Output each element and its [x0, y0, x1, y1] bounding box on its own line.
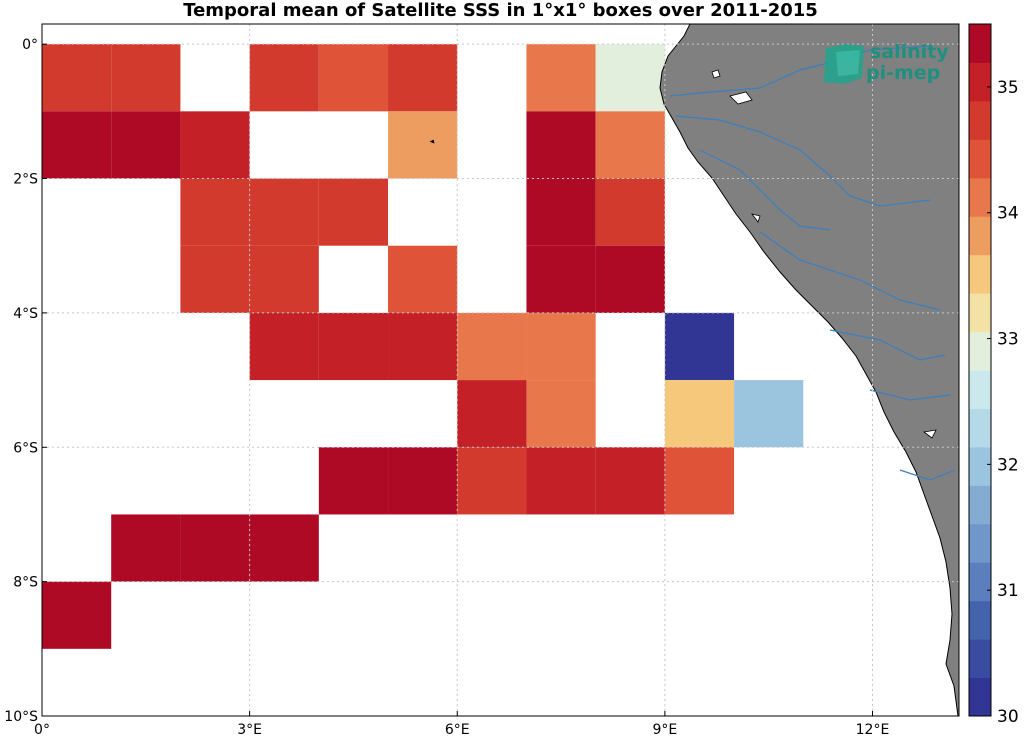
axis-ticks: 0° 3°E 6°E 9°E 12°E 0° 2°S 4°S 6°S 8°S 10°S	[4, 37, 889, 738]
sss-cell	[595, 178, 665, 246]
colorbar-frame	[968, 23, 992, 717]
sss-cell	[664, 380, 735, 448]
colorbar-swatch	[969, 177, 991, 217]
sss-cell	[42, 581, 112, 649]
colorbar-swatch	[969, 408, 991, 448]
sss-cell	[595, 44, 665, 112]
sss-cell	[595, 245, 665, 313]
sss-cell	[318, 447, 389, 515]
sss-cell	[388, 44, 458, 112]
colorbar-swatch	[969, 639, 991, 679]
colorbar-swatch	[969, 254, 991, 294]
sss-cell	[180, 111, 250, 179]
sss-cell	[388, 111, 458, 179]
colorbar-swatch	[969, 523, 991, 563]
rivers	[669, 45, 956, 481]
sss-cell	[111, 44, 181, 112]
sss-cell	[595, 111, 665, 179]
sss-cell	[180, 514, 250, 582]
sss-cell	[526, 44, 596, 112]
sss-cell	[457, 312, 527, 381]
y-tick-label: 10°S	[4, 709, 38, 725]
sss-cell	[318, 178, 389, 246]
salinity-logo-icon	[824, 44, 864, 84]
colorbar-swatch	[969, 370, 991, 409]
x-tick-label: 6°E	[445, 722, 470, 738]
colorbar-swatch	[969, 24, 991, 63]
y-tick-label: 6°S	[13, 440, 38, 456]
y-tick-label: 0°	[22, 37, 38, 53]
colorbar-swatch	[969, 331, 991, 371]
sss-cell	[111, 111, 181, 179]
colorbar-tick-label: 33	[997, 330, 1019, 350]
colorbar: 30 31 32 33 34 35	[968, 23, 1019, 727]
small-island	[429, 139, 435, 144]
sss-cell	[111, 514, 181, 582]
sss-cell	[457, 380, 527, 448]
sss-cell	[388, 245, 458, 313]
colorbar-swatch	[969, 293, 991, 333]
y-tick-label: 8°S	[13, 575, 38, 591]
colorbar-tick-label: 35	[997, 78, 1019, 98]
logo-line1: salinity	[870, 41, 949, 63]
sss-cell	[318, 312, 389, 381]
y-tick-label: 2°S	[13, 172, 38, 188]
plot-frame	[41, 23, 960, 717]
colorbar-swatch	[969, 562, 991, 602]
x-tick-label: 3°E	[237, 722, 262, 738]
pimep-logo: salinity pi-mep	[824, 41, 949, 84]
land-mass	[659, 24, 959, 716]
sss-cell	[42, 111, 112, 179]
sss-cell	[526, 380, 596, 448]
sss-cell	[526, 178, 596, 246]
colorbar-tick-label: 30	[997, 707, 1019, 727]
sss-cell	[180, 178, 250, 246]
sss-cell	[457, 447, 527, 515]
sss-cell	[249, 312, 319, 381]
sss-cells	[42, 44, 804, 649]
map-plot-area: 0° 3°E 6°E 9°E 12°E 0° 2°S 4°S 6°S 8°S 10°S	[4, 23, 960, 738]
sss-cell	[249, 514, 319, 582]
sss-cell	[249, 245, 319, 313]
colorbar-tick-label: 34	[997, 204, 1019, 224]
sss-cell	[388, 447, 458, 515]
x-tick-label: 12°E	[856, 722, 890, 738]
colorbar-swatch	[969, 216, 991, 256]
map-grid	[42, 24, 959, 716]
sss-cell	[526, 111, 596, 179]
sss-cell	[664, 312, 735, 381]
colorbar-tick-label: 31	[997, 581, 1019, 601]
map-title: Temporal mean of Satellite SSS in 1°x1° …	[183, 0, 818, 21]
colorbar-swatch	[969, 600, 991, 640]
sss-cell	[664, 447, 735, 515]
sss-cell	[318, 44, 389, 112]
x-tick-label: 9°E	[652, 722, 677, 738]
sss-cell	[180, 245, 250, 313]
sss-cell	[249, 44, 319, 112]
colorbar-swatch	[969, 485, 991, 525]
sss-cell	[595, 447, 665, 515]
colorbar-swatch	[969, 139, 991, 179]
sss-cell	[42, 44, 112, 112]
sss-cell	[734, 380, 804, 448]
sss-cell	[526, 312, 596, 381]
colorbar-swatch	[969, 446, 991, 486]
coastal-islands	[711, 69, 937, 439]
logo-line2: pi-mep	[866, 62, 940, 84]
sss-cell	[249, 178, 319, 246]
sss-cell	[526, 447, 596, 515]
colorbar-swatch	[969, 677, 991, 717]
sss-cell	[388, 312, 458, 381]
colorbar-swatch	[969, 100, 991, 140]
colorbar-tick-label: 32	[997, 455, 1019, 475]
colorbar-swatch	[969, 62, 991, 102]
x-tick-label: 0°	[34, 722, 50, 738]
y-tick-label: 4°S	[13, 306, 38, 322]
sss-cell	[526, 245, 596, 313]
